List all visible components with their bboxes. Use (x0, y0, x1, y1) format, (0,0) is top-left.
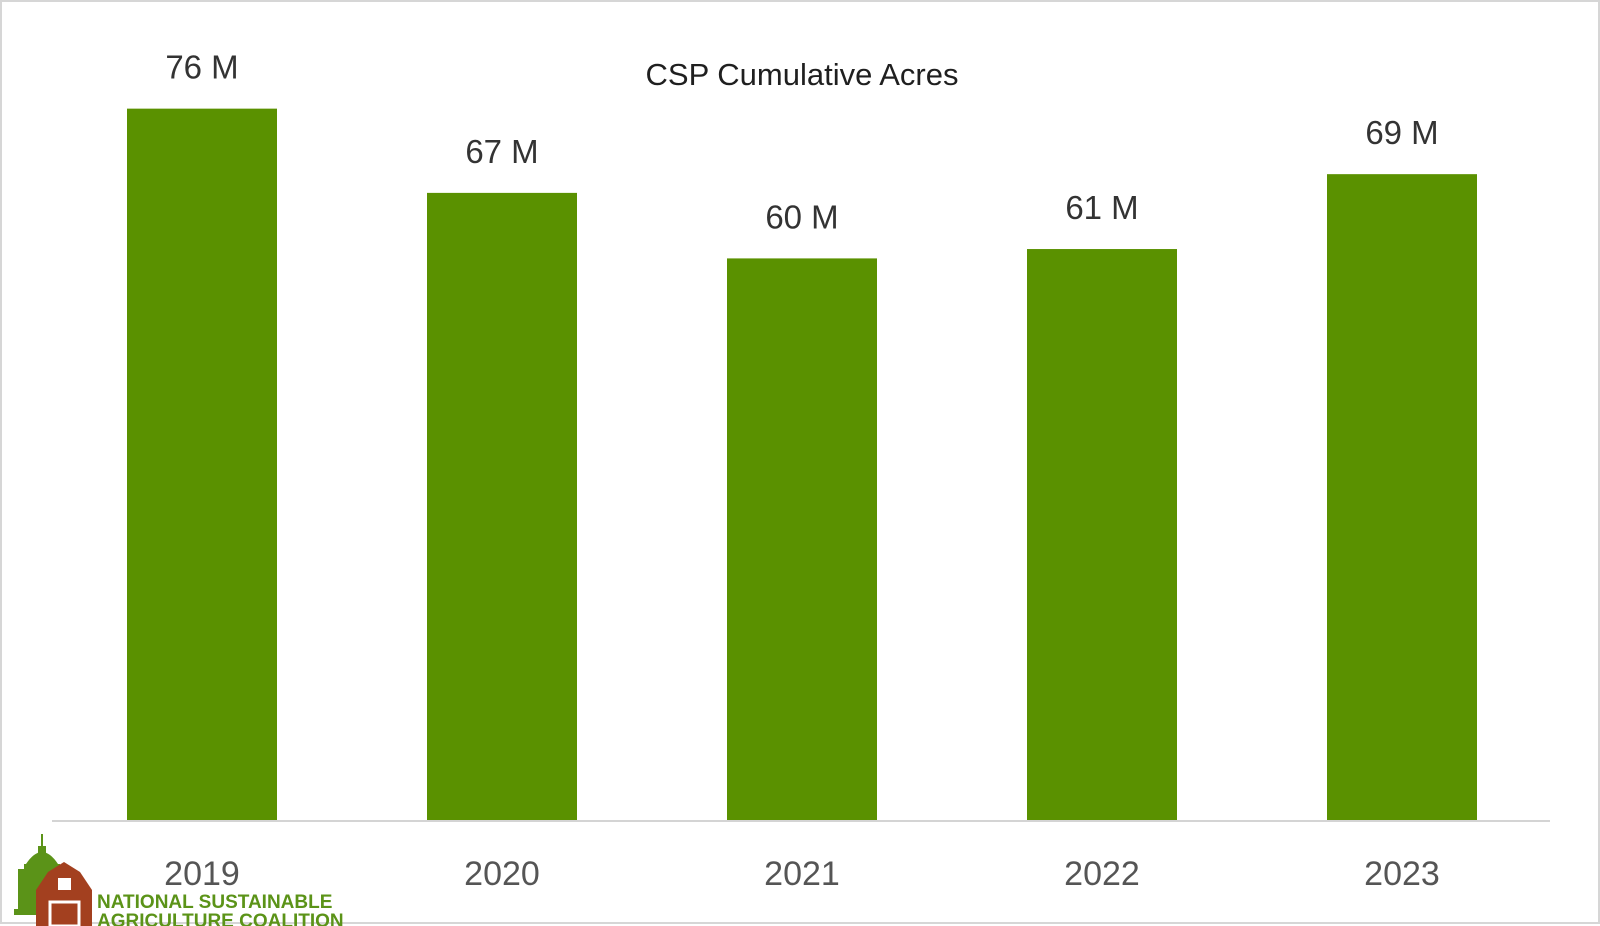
barn-door-icon (48, 878, 81, 926)
chart-title: CSP Cumulative Acres (646, 57, 959, 92)
bar-2021 (727, 258, 877, 820)
bar-2022 (1027, 249, 1177, 821)
tick-label-2022: 2022 (1064, 855, 1140, 893)
bar-2019 (127, 108, 277, 820)
tick-label-2019: 2019 (164, 855, 240, 893)
nsac-logo: NATIONAL SUSTAINABLE AGRICULTURE COALITI… (14, 834, 344, 926)
bar-2023 (1327, 174, 1477, 820)
x-axis-tick-labels: 2019 2020 2021 2022 2023 (164, 855, 1440, 893)
data-labels: 76 M 67 M 60 M 61 M 69 M (165, 49, 1438, 236)
bar-series (127, 108, 1477, 821)
tick-label-2023: 2023 (1364, 855, 1440, 893)
data-label-2021: 60 M (765, 198, 838, 235)
data-label-2019: 76 M (165, 49, 238, 86)
data-label-2020: 67 M (465, 133, 538, 170)
logo-text-line1: NATIONAL SUSTAINABLE (97, 892, 332, 913)
logo-text-line2: AGRICULTURE COALITION (97, 911, 344, 926)
tick-label-2021: 2021 (764, 855, 840, 893)
data-label-2022: 61 M (1065, 189, 1138, 226)
bar-2020 (427, 192, 577, 820)
tick-label-2020: 2020 (464, 855, 540, 893)
data-label-2023: 69 M (1365, 114, 1438, 151)
